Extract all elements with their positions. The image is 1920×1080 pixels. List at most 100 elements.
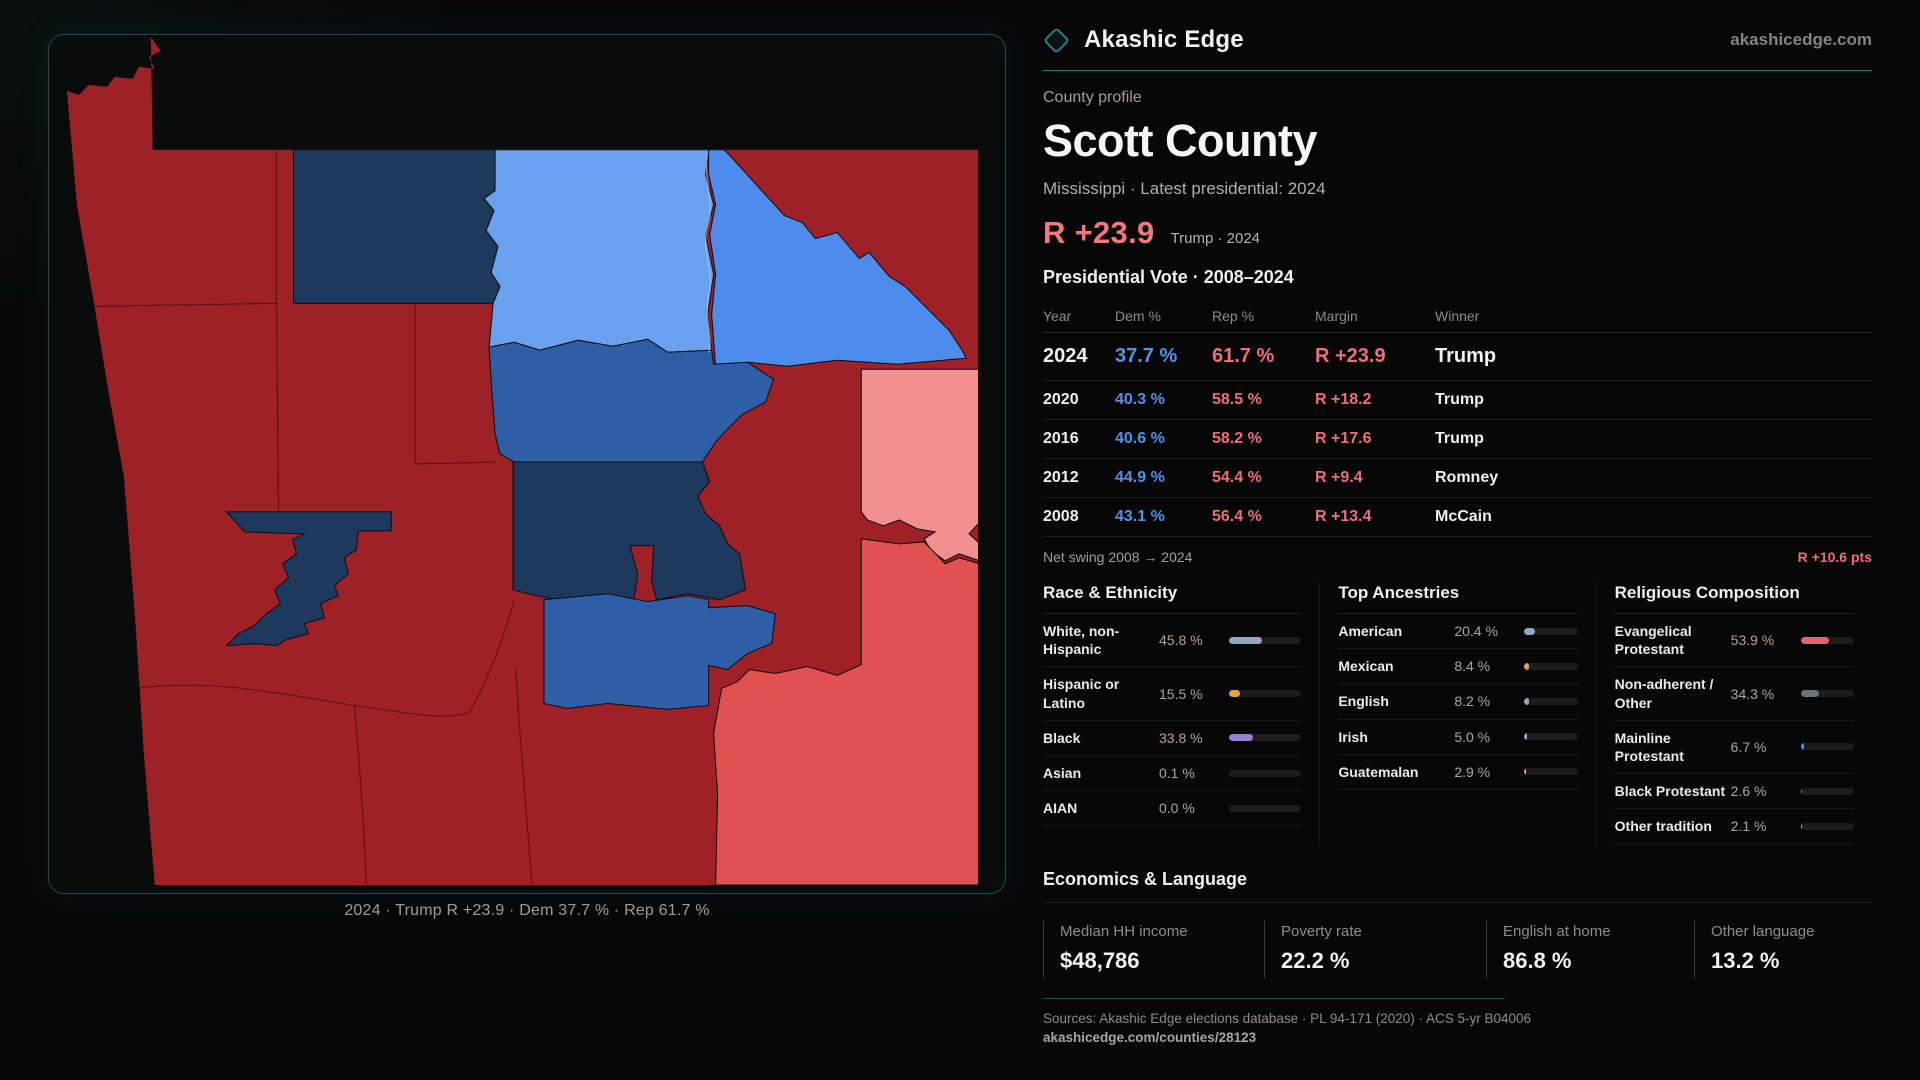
stat-bar-track <box>1524 662 1578 670</box>
economic-stat: Poverty rate 22.2 % <box>1264 920 1486 978</box>
stat-bar-fill <box>1800 743 1805 751</box>
religion-column: Religious Composition Evangelical Protes… <box>1595 583 1872 845</box>
footer-divider <box>1043 997 1505 999</box>
stat-bar-track <box>1800 787 1854 795</box>
economic-stat-value: 13.2 % <box>1711 947 1780 973</box>
economic-stat-label: Other language <box>1711 922 1815 940</box>
col-dem: Dem % <box>1115 308 1161 324</box>
map-caption: 2024 · Trump R +23.9 · Dem 37.7 % · Rep … <box>344 902 710 919</box>
stat-value: 8.2 % <box>1454 693 1491 710</box>
stat-bar-track <box>1229 734 1302 742</box>
county-subtitle: Mississippi · Latest presidential: 2024 <box>1043 179 1326 198</box>
economic-stat: English at home 86.8 % <box>1486 920 1694 978</box>
cell-margin: R +13.4 <box>1315 508 1372 525</box>
economics-section-title: Economics & Language <box>1043 869 1872 903</box>
cell-winner: McCain <box>1435 508 1492 525</box>
race-section-title: Race & Ethnicity <box>1043 583 1302 614</box>
stat-row: Evangelical Protestant 53.9 % <box>1614 614 1854 668</box>
stat-bar-fill <box>1524 697 1529 705</box>
stat-row: Non-adherent / Other 34.3 % <box>1614 667 1854 721</box>
stat-bar-fill <box>1800 636 1830 644</box>
cell-winner: Trump <box>1435 345 1497 367</box>
cell-rep-pct: 58.2 % <box>1212 430 1262 447</box>
stat-label: Other tradition <box>1614 818 1712 835</box>
diamond-logo-icon <box>1043 26 1070 54</box>
precinct-shape <box>292 149 501 304</box>
precinct-shape <box>708 149 967 367</box>
stat-bar-track <box>1229 804 1302 812</box>
headline-margin-block: R +23.9 Trump · 2024 <box>1043 215 1872 251</box>
stat-bar-track <box>1800 690 1854 698</box>
stat-row: Mexican 8.4 % <box>1338 649 1578 685</box>
vote-table: Year Dem % Rep % Margin Winner 2024 37.7… <box>1043 302 1872 567</box>
cell-rep-pct: 54.4 % <box>1212 469 1262 486</box>
vote-table-body: 2024 37.7 % 61.7 % R +23.9 Trump 2020 40… <box>1043 333 1872 537</box>
stat-row: Irish 5.0 % <box>1338 720 1578 755</box>
stat-value: 34.3 % <box>1730 685 1775 702</box>
precinct-shape <box>488 338 775 465</box>
precinct-shape <box>543 593 777 710</box>
stat-label: White, non-Hispanic <box>1043 623 1120 658</box>
headline-context: Trump · 2024 <box>1170 230 1261 247</box>
stat-bar-fill <box>1229 734 1254 742</box>
precinct-boundaries <box>94 149 533 886</box>
cell-margin: R +9.4 <box>1315 469 1363 486</box>
economic-stat-value: 86.8 % <box>1503 947 1572 973</box>
permalink[interactable]: akashicedge.com/counties/28123 <box>1043 1030 1257 1046</box>
cell-winner: Trump <box>1435 430 1484 447</box>
table-row: 2024 37.7 % 61.7 % R +23.9 Trump <box>1043 333 1872 381</box>
cell-year: 2012 <box>1043 469 1079 486</box>
stat-value: 45.8 % <box>1159 632 1203 649</box>
stat-value: 5.0 % <box>1454 728 1491 745</box>
stat-row: Black Protestant 2.6 % <box>1614 774 1854 810</box>
cell-dem-pct: 44.9 % <box>1115 469 1165 486</box>
net-swing-value: R +10.6 pts <box>1797 549 1872 565</box>
stat-bar-track <box>1524 627 1578 635</box>
economic-stat-label: English at home <box>1503 922 1611 940</box>
stat-label: AIAN <box>1043 800 1078 817</box>
county-profile-panel: Akashic Edge akashicedge.com County prof… <box>1043 26 1872 1047</box>
table-row: 2016 40.6 % 58.2 % R +17.6 Trump <box>1043 420 1872 459</box>
stat-value: 33.8 % <box>1159 729 1203 746</box>
vote-table-header: Year Dem % Rep % Margin Winner <box>1043 302 1872 333</box>
stat-row: White, non-Hispanic 45.8 % <box>1043 614 1302 668</box>
net-swing-label: Net swing 2008 → 2024 <box>1043 549 1193 565</box>
demographics-section: Race & Ethnicity White, non-Hispanic 45.… <box>1043 583 1872 845</box>
net-swing-row: Net swing 2008 → 2024 R +10.6 pts <box>1043 537 1872 567</box>
cell-rep-pct: 61.7 % <box>1212 345 1275 367</box>
stat-value: 2.1 % <box>1730 818 1767 835</box>
ancestries-list: American 20.4 % Mexican 8.4 % English 8.… <box>1338 614 1578 790</box>
col-year: Year <box>1043 308 1072 324</box>
stat-bar-track <box>1229 636 1302 644</box>
stat-row: Black 33.8 % <box>1043 721 1302 756</box>
stat-bar-fill <box>1524 662 1529 670</box>
economic-stat: Other language 13.2 % <box>1694 920 1872 978</box>
ancestries-section-title: Top Ancestries <box>1338 583 1578 614</box>
stat-label: Mainline Protestant <box>1614 729 1684 764</box>
stat-value: 0.0 % <box>1159 800 1195 817</box>
stat-label: American <box>1338 623 1403 639</box>
stat-label: Guatemalan <box>1338 763 1419 780</box>
county-precinct-map <box>66 36 979 886</box>
stat-row: English 8.2 % <box>1338 684 1578 720</box>
economic-stat-label: Median HH income <box>1060 922 1188 940</box>
stat-bar-track <box>1800 743 1854 751</box>
site-domain-link[interactable]: akashicedge.com <box>1730 30 1872 49</box>
economics-grid: Median HH income $48,786 Poverty rate 22… <box>1043 920 1872 978</box>
cell-margin: R +18.2 <box>1315 391 1372 408</box>
cell-rep-pct: 58.5 % <box>1212 391 1262 408</box>
stat-row: Asian 0.1 % <box>1043 756 1302 792</box>
cell-year: 2024 <box>1043 345 1088 367</box>
economic-stat-label: Poverty rate <box>1281 922 1362 940</box>
stat-row: AIAN 0.0 % <box>1043 791 1302 827</box>
stat-bar-fill <box>1800 690 1819 698</box>
table-row: 2020 40.3 % 58.5 % R +18.2 Trump <box>1043 381 1872 420</box>
stat-bar-fill <box>1524 768 1526 776</box>
stat-bar-track <box>1800 636 1854 644</box>
stat-bar-track <box>1800 822 1854 830</box>
stat-bar-fill <box>1800 787 1803 795</box>
stat-value: 20.4 % <box>1454 623 1498 640</box>
cell-rep-pct: 56.4 % <box>1212 508 1262 525</box>
economic-stat-value: 22.2 % <box>1281 947 1350 973</box>
table-row: 2008 43.1 % 56.4 % R +13.4 McCain <box>1043 498 1872 537</box>
